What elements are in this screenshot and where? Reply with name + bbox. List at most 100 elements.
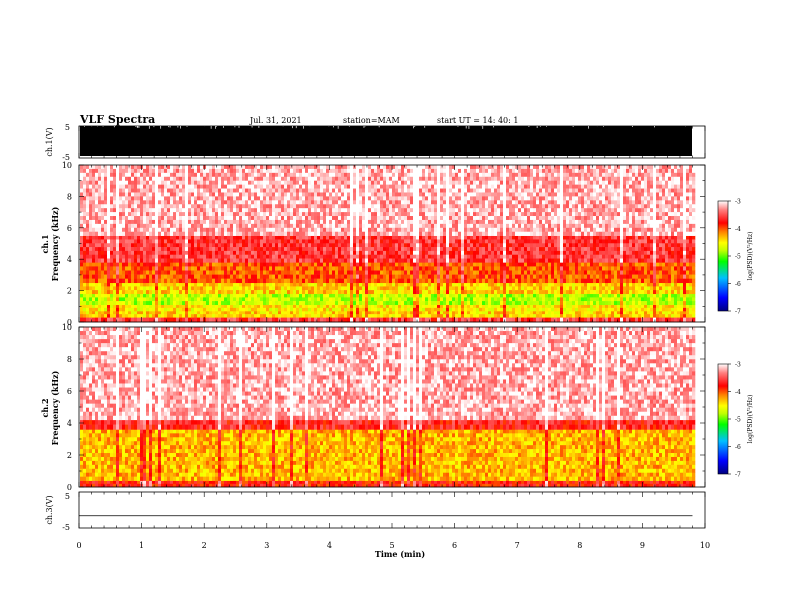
- spectrogram-cell: [299, 317, 303, 323]
- spectrogram-cell: [413, 219, 417, 225]
- spectrogram-cell: [362, 262, 366, 267]
- spectrogram-cell: [134, 184, 138, 189]
- spectrogram-cell: [137, 243, 141, 248]
- spectrogram-cell: [269, 188, 273, 193]
- spectrogram-cell: [146, 172, 150, 178]
- spectrogram-cell: [410, 208, 414, 213]
- spectrogram-cell: [89, 290, 93, 295]
- spectrogram-cell: [308, 304, 312, 309]
- spectrogram-cell: [416, 188, 420, 193]
- spectrogram-cell: [380, 223, 384, 229]
- spectrogram-cell: [230, 176, 234, 181]
- spectrogram-cell: [398, 307, 402, 312]
- spectrogram-cell: [188, 307, 192, 312]
- spectrogram-cell: [182, 266, 186, 271]
- spectrogram-cell: [131, 314, 135, 318]
- spectrogram-cell: [398, 290, 402, 295]
- spectrogram-cell: [164, 307, 168, 312]
- spectrogram-cell: [356, 286, 360, 291]
- spectrogram-cell: [422, 223, 426, 229]
- spectrogram-cell: [182, 176, 186, 181]
- spectrogram-cell: [251, 301, 255, 306]
- spectrogram-cell: [293, 301, 297, 306]
- spectrogram-cell: [89, 243, 93, 248]
- spectrogram-cell: [260, 180, 264, 185]
- spectrogram-cell: [281, 278, 285, 284]
- spectrogram-cell: [416, 180, 420, 185]
- spectrogram-cell: [269, 239, 273, 244]
- spectrogram-cell: [245, 290, 249, 295]
- spectrogram-cell: [92, 250, 96, 256]
- spectrogram-cell: [347, 204, 351, 209]
- spectrogram-cell: [320, 282, 324, 287]
- spectrogram-cell: [326, 297, 330, 302]
- spectrogram-cell: [353, 278, 357, 284]
- spectrogram-cell: [131, 227, 135, 233]
- spectrogram-cell: [419, 258, 423, 263]
- spectrogram-cell: [176, 290, 180, 295]
- spectrogram-cell: [245, 223, 249, 229]
- spectrogram-cell: [407, 274, 411, 279]
- spectrogram-cell: [353, 223, 357, 229]
- spectrogram-cell: [281, 172, 285, 178]
- spectrogram-cell: [116, 192, 120, 197]
- spectrogram-cell: [230, 192, 234, 197]
- spectrogram-cell: [302, 188, 306, 193]
- spectrogram-cell: [332, 274, 336, 279]
- spectrogram-cell: [158, 231, 162, 236]
- spectrogram-cell: [407, 311, 411, 315]
- spectrogram-cell: [164, 304, 168, 309]
- spectrogram-cell: [428, 180, 432, 185]
- spectrogram-cell: [278, 212, 282, 217]
- spectrogram-cell: [134, 165, 138, 170]
- spectrogram-cell: [230, 235, 234, 240]
- spectrogram-cell: [287, 219, 291, 225]
- spectrogram-cell: [173, 266, 177, 271]
- spectrogram-cell: [128, 227, 132, 233]
- spectrogram-cell: [320, 247, 324, 252]
- spectrogram-cell: [95, 180, 99, 185]
- spectrogram-cell: [308, 286, 312, 291]
- spectrogram-cell: [197, 235, 201, 240]
- spectrogram-cell: [425, 297, 429, 302]
- spectrogram-cell: [206, 293, 210, 298]
- spectrogram-cell: [221, 301, 225, 306]
- spectrogram-cell: [191, 216, 195, 221]
- spectrogram-cell: [254, 168, 258, 174]
- spectrogram-cell: [128, 188, 132, 193]
- spectrogram-cell: [401, 192, 405, 197]
- spectrogram-cell: [299, 219, 303, 225]
- spectrogram-cell: [278, 274, 282, 279]
- spectrogram-cell: [332, 301, 336, 306]
- spectrogram-cell: [353, 254, 357, 259]
- spectrogram-cell: [242, 239, 246, 244]
- spectrogram-cell: [290, 184, 294, 189]
- spectrogram-cell: [185, 297, 189, 302]
- spectrogram-cell: [302, 239, 306, 244]
- spectrogram-cell: [149, 297, 153, 302]
- spectrogram-cell: [275, 192, 279, 197]
- spectrogram-cell: [278, 290, 282, 295]
- spectrogram-cell: [92, 286, 96, 291]
- spectrogram-cell: [188, 227, 192, 233]
- spectrogram-cell: [212, 184, 216, 189]
- spectrogram-cell: [419, 254, 423, 259]
- spectrogram-cell: [191, 184, 195, 189]
- spectrogram-cell: [92, 304, 96, 309]
- spectrogram-cell: [92, 216, 96, 221]
- spectrogram-cell: [215, 311, 219, 315]
- spectrogram-cell: [392, 311, 396, 315]
- spectrogram-cell: [407, 188, 411, 193]
- spectrogram-cell: [404, 208, 408, 213]
- spectrogram-cell: [314, 200, 318, 205]
- spectrogram-cell: [101, 184, 105, 189]
- spectrogram-cell: [146, 250, 150, 256]
- spectrogram-cell: [152, 250, 156, 256]
- spectrogram-cell: [386, 247, 390, 252]
- spectrogram-cell: [272, 254, 276, 259]
- spectrogram-cell: [323, 290, 327, 295]
- spectrogram-cell: [89, 304, 93, 309]
- spectrogram-cell: [215, 307, 219, 312]
- spectrogram-cell: [392, 254, 396, 259]
- spectrogram-cell: [191, 188, 195, 193]
